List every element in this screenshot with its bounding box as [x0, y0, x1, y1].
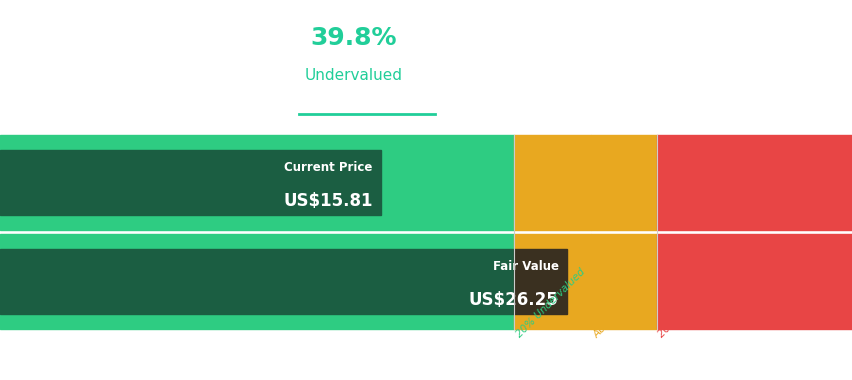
- Bar: [656, 234, 852, 329]
- Bar: [0, 135, 514, 230]
- Text: About Right: About Right: [590, 289, 641, 340]
- Text: Fair Value: Fair Value: [492, 260, 558, 272]
- Bar: [590, 234, 656, 329]
- Bar: [656, 135, 852, 230]
- Bar: [0, 234, 514, 329]
- Text: Undervalued: Undervalued: [305, 68, 402, 84]
- Text: 20% Overvalued: 20% Overvalued: [656, 272, 724, 340]
- Text: 20% Undervalued: 20% Undervalued: [514, 267, 586, 340]
- Text: US$26.25: US$26.25: [469, 291, 558, 309]
- Text: 39.8%: 39.8%: [310, 26, 397, 50]
- Text: US$15.81: US$15.81: [283, 192, 372, 211]
- Text: Current Price: Current Price: [284, 161, 372, 174]
- Bar: [514, 234, 590, 329]
- Bar: [0, 150, 381, 215]
- Bar: [514, 249, 567, 314]
- Bar: [514, 135, 590, 230]
- Bar: [0, 249, 514, 314]
- Bar: [590, 135, 656, 230]
